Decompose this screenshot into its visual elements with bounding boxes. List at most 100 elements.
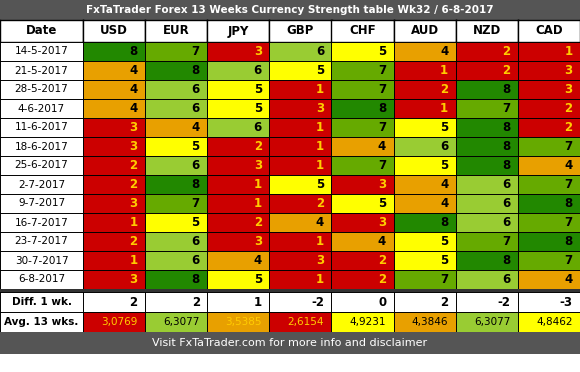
Text: 7: 7: [564, 178, 572, 191]
Text: 8: 8: [502, 121, 510, 134]
Text: 4: 4: [129, 102, 137, 115]
Text: 4,3846: 4,3846: [412, 317, 448, 327]
Text: 1: 1: [316, 159, 324, 172]
Text: 7: 7: [378, 83, 386, 96]
Text: 2: 2: [254, 140, 262, 153]
Text: 2: 2: [129, 178, 137, 191]
Text: 4: 4: [191, 121, 200, 134]
Text: USD: USD: [100, 25, 128, 38]
Text: 1: 1: [254, 178, 262, 191]
Text: 2: 2: [191, 295, 200, 308]
Text: 3: 3: [316, 254, 324, 267]
Text: 2: 2: [254, 216, 262, 229]
Text: 6: 6: [191, 83, 200, 96]
Text: 4: 4: [378, 235, 386, 248]
Text: 3,5385: 3,5385: [226, 317, 262, 327]
Text: 1: 1: [316, 235, 324, 248]
Text: -3: -3: [560, 295, 572, 308]
Text: 7: 7: [378, 64, 386, 77]
Text: 7: 7: [502, 235, 510, 248]
Text: 4,9231: 4,9231: [350, 317, 386, 327]
Text: 11-6-2017: 11-6-2017: [14, 122, 68, 132]
Text: 9-7-2017: 9-7-2017: [18, 199, 65, 208]
Text: 4: 4: [253, 254, 262, 267]
Text: 4: 4: [316, 216, 324, 229]
Text: 2: 2: [129, 235, 137, 248]
Text: 4-6-2017: 4-6-2017: [18, 103, 65, 113]
Text: 8: 8: [502, 140, 510, 153]
Text: 5: 5: [440, 159, 448, 172]
Text: 6,3077: 6,3077: [164, 317, 200, 327]
Text: 5: 5: [191, 216, 200, 229]
Text: FxTaTrader Forex 13 Weeks Currency Strength table Wk32 / 6-8-2017: FxTaTrader Forex 13 Weeks Currency Stren…: [86, 5, 494, 15]
Text: 8: 8: [378, 102, 386, 115]
Text: 7: 7: [191, 45, 200, 58]
Text: 2: 2: [502, 64, 510, 77]
Text: 4: 4: [564, 159, 572, 172]
Text: 2: 2: [378, 254, 386, 267]
Text: AUD: AUD: [411, 25, 438, 38]
Text: 8: 8: [502, 159, 510, 172]
Text: 2: 2: [129, 295, 137, 308]
Text: Diff. 1 wk.: Diff. 1 wk.: [12, 297, 71, 307]
Text: 2: 2: [129, 159, 137, 172]
Text: 3: 3: [129, 197, 137, 210]
Text: 5: 5: [191, 140, 200, 153]
Text: 3: 3: [564, 64, 572, 77]
Text: 6: 6: [502, 273, 510, 286]
Text: 1: 1: [316, 83, 324, 96]
Text: 2: 2: [440, 295, 448, 308]
Text: 3: 3: [129, 121, 137, 134]
Text: 4: 4: [129, 83, 137, 96]
Text: 3: 3: [254, 45, 262, 58]
Text: 8: 8: [440, 216, 448, 229]
Text: 6-8-2017: 6-8-2017: [18, 275, 65, 285]
Text: Avg. 13 wks.: Avg. 13 wks.: [4, 317, 79, 327]
Text: 4: 4: [440, 178, 448, 191]
Text: 5: 5: [316, 64, 324, 77]
Text: 2-7-2017: 2-7-2017: [18, 180, 65, 189]
Text: 7: 7: [378, 121, 386, 134]
Text: 4: 4: [440, 197, 448, 210]
Text: 30-7-2017: 30-7-2017: [14, 256, 68, 266]
Text: 6,3077: 6,3077: [474, 317, 510, 327]
Text: CAD: CAD: [535, 25, 563, 38]
Text: 1: 1: [316, 273, 324, 286]
Text: 8: 8: [191, 64, 200, 77]
Text: 5: 5: [253, 102, 262, 115]
Text: 6: 6: [191, 159, 200, 172]
Text: 1: 1: [316, 121, 324, 134]
Text: 14-5-2017: 14-5-2017: [14, 46, 68, 57]
Text: 3: 3: [378, 178, 386, 191]
Text: 5: 5: [440, 235, 448, 248]
Text: 3: 3: [254, 235, 262, 248]
Text: 6: 6: [502, 216, 510, 229]
Text: 1: 1: [564, 45, 572, 58]
Text: 8: 8: [502, 254, 510, 267]
Text: 1: 1: [440, 102, 448, 115]
Text: 3: 3: [564, 83, 572, 96]
Text: 1: 1: [316, 140, 324, 153]
Text: 6: 6: [316, 45, 324, 58]
Text: NZD: NZD: [473, 25, 501, 38]
Text: 4: 4: [129, 64, 137, 77]
Text: 3: 3: [316, 102, 324, 115]
Text: 5: 5: [440, 121, 448, 134]
Text: 7: 7: [378, 159, 386, 172]
Text: 4: 4: [378, 140, 386, 153]
Text: 6: 6: [502, 197, 510, 210]
Text: 6: 6: [191, 102, 200, 115]
Text: -2: -2: [311, 295, 324, 308]
Text: 3: 3: [129, 273, 137, 286]
Text: GBP: GBP: [287, 25, 314, 38]
Text: 1: 1: [129, 216, 137, 229]
Text: 2: 2: [564, 121, 572, 134]
Text: 7: 7: [564, 140, 572, 153]
Text: 0: 0: [378, 295, 386, 308]
Text: 7: 7: [440, 273, 448, 286]
Text: 8: 8: [129, 45, 137, 58]
Text: 7: 7: [502, 102, 510, 115]
Text: 23-7-2017: 23-7-2017: [14, 237, 68, 247]
Text: 8: 8: [191, 178, 200, 191]
Text: 6: 6: [253, 64, 262, 77]
